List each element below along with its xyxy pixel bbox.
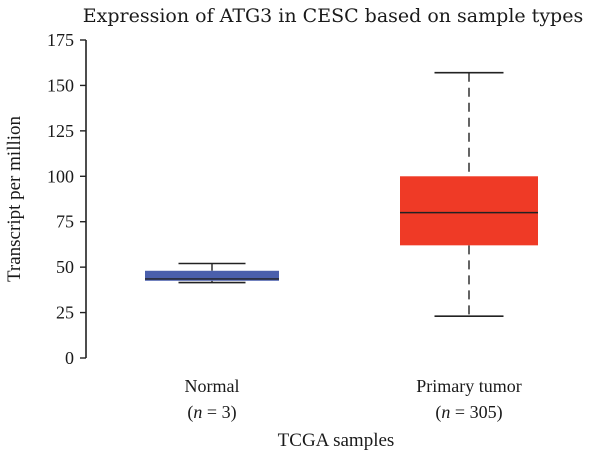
y-tick-label: 0 [65,348,74,368]
y-axis: 0 25 50 75 100 125 150 175 [47,30,87,368]
y-tick-label: 175 [47,30,74,50]
box-normal [145,262,279,284]
category-label: Primary tumor [416,376,522,396]
y-tick-label: 150 [47,75,74,95]
iqr-box [145,270,279,281]
y-axis-ticks: 0 25 50 75 100 125 150 175 [47,30,86,368]
category-label: Normal [185,376,240,396]
y-tick-label: 75 [56,212,74,232]
box-primary-tumor [400,71,538,318]
y-tick-label: 25 [56,303,74,323]
y-tick-label: 50 [56,257,74,277]
chart-title: Expression of ATG3 in CESC based on samp… [83,5,583,27]
sample-size-label: (n = 3) [187,402,236,423]
box-series [145,71,538,318]
y-tick-label: 100 [47,166,74,186]
category-labels: Normal (n = 3) Primary tumor (n = 305) [185,376,522,423]
y-axis-label: Transcript per million [4,115,25,282]
y-tick-label: 125 [47,121,74,141]
x-axis-label: TCGA samples [278,430,395,451]
sample-size-label: (n = 305) [435,402,502,423]
iqr-box [400,176,538,246]
